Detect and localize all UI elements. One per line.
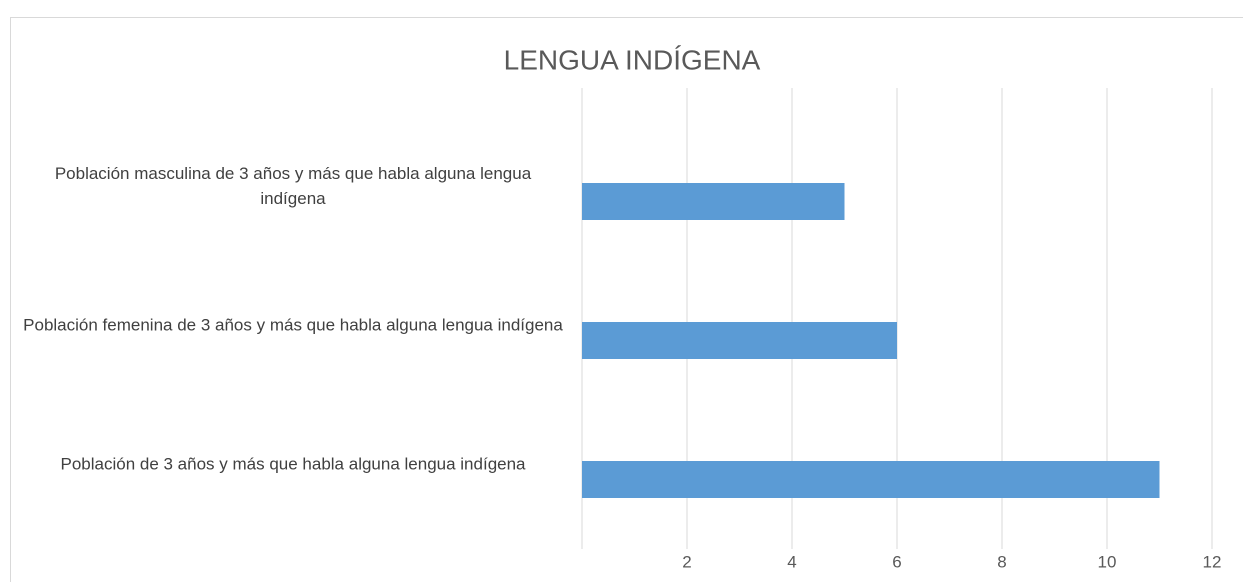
chart-title: LENGUA INDÍGENA (504, 44, 761, 75)
x-tick-label: 2 (682, 552, 691, 571)
bar (582, 461, 1160, 498)
chart-border (10, 17, 1243, 582)
bar (582, 322, 897, 359)
bar (582, 183, 845, 220)
x-tick-label: 10 (1098, 552, 1117, 571)
y-tick-label: Población de 3 años y más que habla algu… (60, 454, 526, 473)
x-tick-label: 12 (1203, 552, 1222, 571)
y-tick-label: Población masculina de 3 años y más que … (54, 163, 532, 208)
y-tick-label: Población femenina de 3 años y más que h… (23, 315, 563, 334)
x-tick-label: 6 (892, 552, 901, 571)
x-tick-label: 4 (787, 552, 796, 571)
x-tick-label: 8 (997, 552, 1006, 571)
